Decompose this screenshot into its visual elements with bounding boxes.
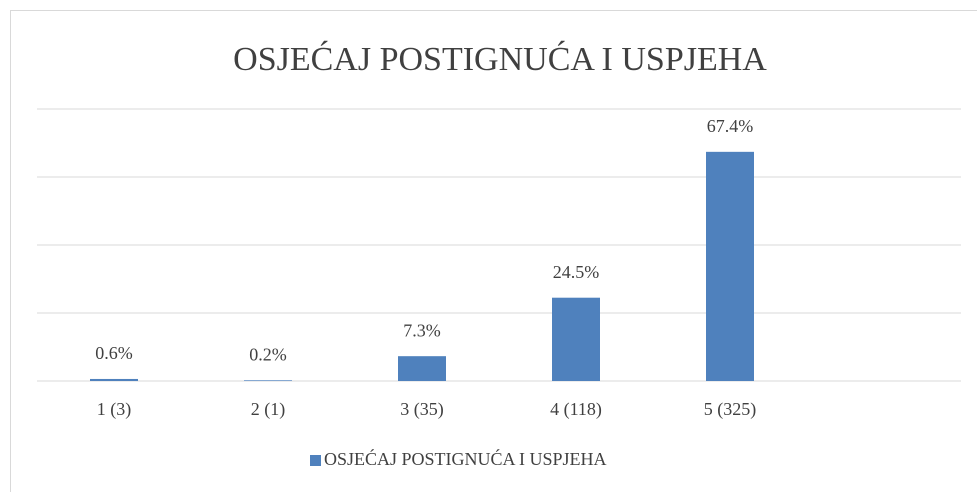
data-label: 67.4% [707,116,754,136]
data-label: 7.3% [403,320,441,340]
chart-border [10,10,977,492]
bar [706,151,754,381]
bar [398,356,446,381]
x-tick-label: 5 (325) [704,399,757,420]
bar [244,380,292,381]
x-tick-label: 1 (3) [97,399,132,420]
data-label: 0.6% [95,343,133,363]
data-label: 24.5% [553,262,600,282]
legend-swatch [310,455,321,466]
x-tick-label: 3 (35) [400,399,444,420]
chart-title: OSJEĆAJ POSTIGNUĆA I USPJEHA [233,40,767,78]
bar [90,378,138,381]
legend-label: OSJEĆAJ POSTIGNUĆA I USPJEHA [324,448,607,469]
x-tick-label: 4 (118) [550,399,602,420]
x-tick-label: 2 (1) [251,399,286,420]
data-label: 0.2% [249,344,287,364]
bar [552,297,600,381]
